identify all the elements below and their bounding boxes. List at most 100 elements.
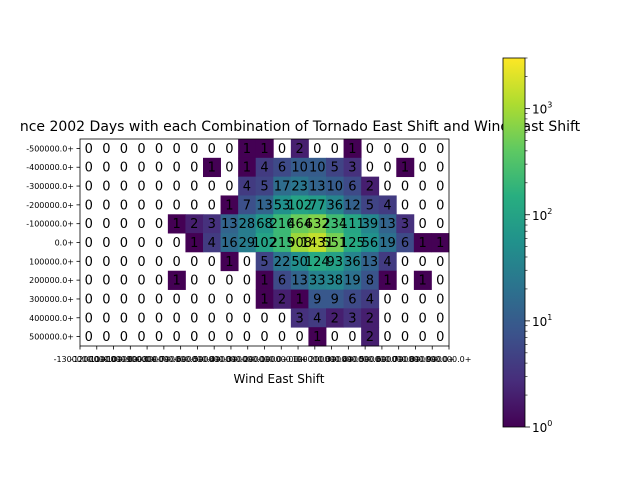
cell-value-label: 0 [208,274,216,289]
cell-value-label: 2 [331,311,339,326]
cell-value-label: 632 [305,217,330,232]
cell-value-label: 6 [278,274,286,289]
cell-value-label: 0 [137,142,145,157]
cell-value-label: 0 [155,142,163,157]
cell-value-label: 0 [137,198,145,213]
heatmap-cell [343,195,362,215]
cell-value-label: 0 [383,161,391,176]
heatmap-cell [343,176,362,196]
heatmap-cell [361,214,380,234]
cell-value-label: 3 [401,217,409,232]
cell-value-label: 0 [155,161,163,176]
cell-value-label: 0 [208,198,216,213]
heatmap-cell [431,233,450,253]
cell-value-label: 36 [327,198,344,213]
colorbar-gradient [503,58,525,427]
cell-value-label: 0 [155,255,163,270]
heatmap-cell [361,251,380,272]
cell-value-label: 0 [383,311,391,326]
heatmap-cell [396,157,415,178]
x-tick-label: -1200000.0+ [70,355,123,364]
cell-value-label: 2 [190,217,198,232]
cell-value-label: 3 [208,217,216,232]
cell-value-label: 0 [419,217,427,232]
cell-value-label: 0 [436,180,444,195]
heatmap-cell [343,139,362,159]
cell-value-label: 0 [383,142,391,157]
cell-value-label: 0 [155,311,163,326]
heatmap-cells [167,139,450,347]
x-axis-label: Wind East Shift [234,372,325,386]
cell-value-label: 53 [274,198,291,213]
cell-value-label: 0 [383,292,391,307]
cell-value-label: 0 [208,311,216,326]
cell-value-label: 234 [322,217,347,232]
cell-value-label: 0 [102,198,110,213]
heatmap-cell [290,157,309,178]
cell-value-label: 0 [120,236,128,251]
cell-value-label: 1 [208,161,216,176]
cell-value-label: 0 [366,142,374,157]
y-tick-label: 200000.0+ [29,276,74,285]
cell-value-label: 1 [225,255,233,270]
cell-value-label: 124 [305,255,330,270]
heatmap-cell [255,233,274,253]
cell-value-label: 10 [309,161,326,176]
cell-value-label: 1 [173,274,181,289]
cell-value-label: 0 [173,330,181,345]
heatmap-cell [308,308,327,328]
cell-value-label: 1 [260,292,268,307]
cell-value-label: 4 [208,236,216,251]
heatmap-cell [343,289,362,309]
cell-value-label: 551 [322,236,347,251]
heatmap-cell [273,251,292,272]
cell-value-label: 2 [366,330,374,345]
cell-value-label: 0 [190,180,198,195]
x-tick-label: 600000.0+ [376,355,421,364]
cell-value-label: 0 [102,180,110,195]
cell-value-label: 6 [278,161,286,176]
cell-value-label: 0 [208,142,216,157]
heatmap-cell [343,233,362,253]
cell-value-label: 0 [225,330,233,345]
cell-value-label: 4 [366,292,374,307]
heatmap-cell [273,289,292,309]
cell-value-label: 0 [190,274,198,289]
heatmap-cell [361,176,380,196]
heatmap-cell [343,270,362,290]
heatmap-cell [203,157,221,178]
cell-value-label: 0 [348,330,356,345]
heatmap-cell [255,289,274,309]
heatmap-cell [326,214,344,234]
cell-value-label: 0 [173,311,181,326]
heatmap-cell [343,214,362,234]
cell-value-label: 0 [436,292,444,307]
cell-value-label: 0 [120,161,128,176]
cell-value-label: 1 [243,142,251,157]
cell-value-label: 2 [366,180,374,195]
x-tick-label: 900000.0+ [427,355,472,364]
heatmap-cell [290,233,309,253]
cell-value-label: 0 [419,311,427,326]
heatmap-cell [326,308,344,328]
cell-value-label: 7 [243,198,251,213]
heatmap-cell [238,139,257,159]
cell-value-label: 0 [225,142,233,157]
x-tick-label: 800000.0+ [410,355,455,364]
cell-value-label: 9 [331,292,339,307]
cell-value-label: 0 [331,142,339,157]
y-tick-label: -300000.0+ [26,182,74,191]
cell-value-label: 0 [155,330,163,345]
chart-title: nce 2002 Days with each Combination of T… [20,119,581,135]
cell-value-label: 0 [85,198,93,213]
x-tick-label: -400000.0+ [207,355,255,364]
cell-value-label: 0 [190,311,198,326]
heatmap-cell [167,270,186,290]
cell-value-label: 33 [309,274,326,289]
heatmap-cell [308,214,327,234]
cell-value-label: 36 [344,255,361,270]
heatmap-cell [185,214,204,234]
cell-value-label: 111 [340,217,365,232]
heatmap-cell [308,195,327,215]
cell-value-label: 4 [313,311,321,326]
